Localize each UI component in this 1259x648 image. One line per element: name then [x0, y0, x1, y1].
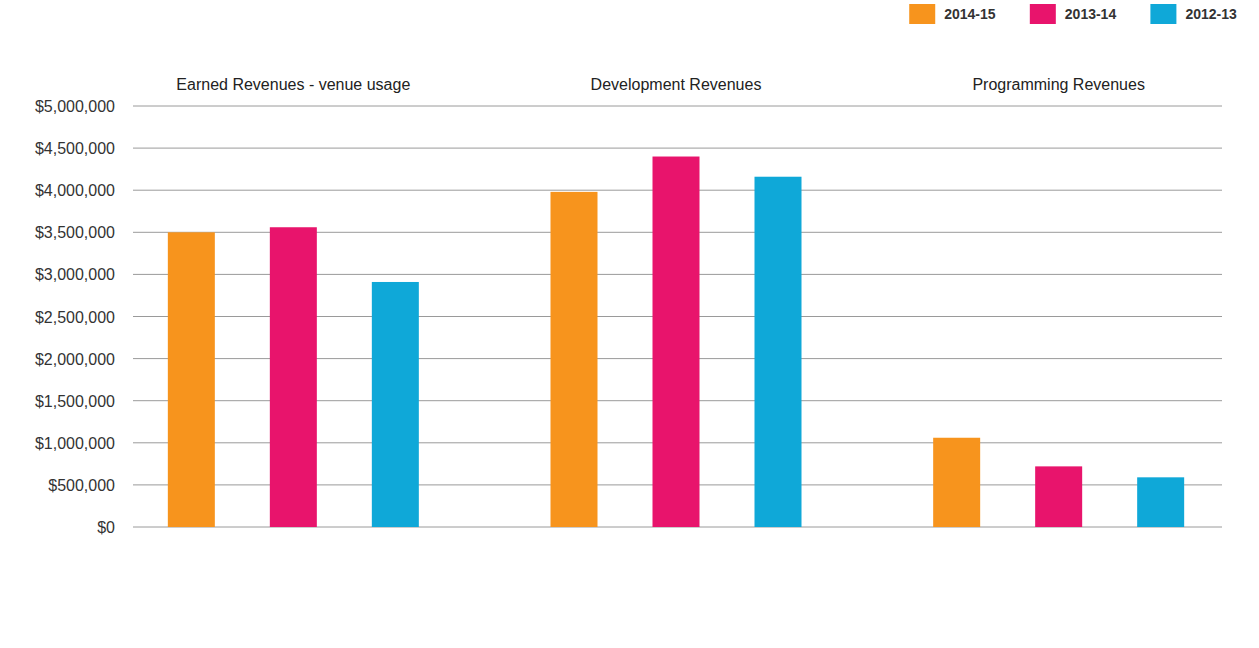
legend-label: 2012-13: [1185, 6, 1237, 22]
bar: [168, 232, 215, 527]
tick-label: $2,500,000: [35, 309, 115, 326]
tick-label: $4,500,000: [35, 140, 115, 157]
bar: [653, 157, 700, 527]
grid-line: [133, 106, 1222, 107]
category-label: Development Revenues: [591, 76, 762, 93]
tick-label: $3,000,000: [35, 266, 115, 283]
tick-label: $3,500,000: [35, 224, 115, 241]
tick-label: $0: [97, 519, 115, 536]
legend-item: 2012-13: [1150, 4, 1237, 24]
bar: [372, 282, 419, 527]
tick-label: $1,000,000: [35, 435, 115, 452]
legend: 2014-15 2013-14 2012-13: [909, 4, 1237, 24]
bar: [1137, 477, 1184, 527]
bar: [270, 227, 317, 527]
tick-label: $2,000,000: [35, 351, 115, 368]
bars: [168, 157, 1184, 527]
category-label: Programming Revenues: [972, 76, 1145, 93]
legend-swatch: [909, 4, 935, 24]
tick-label: $5,000,000: [35, 98, 115, 115]
legend-item: 2014-15: [909, 4, 996, 24]
legend-label: 2014-15: [944, 6, 996, 22]
bar: [755, 177, 802, 527]
category-label: Earned Revenues - venue usage: [176, 76, 410, 93]
tick-label: $1,500,000: [35, 393, 115, 410]
y-axis: $0 $500,000 $1,000,000 $1,500,000 $2,000,000…: [35, 98, 115, 536]
legend-swatch: [1150, 4, 1176, 24]
chart: $0 $500,000 $1,000,000 $1,500,000 $2,000,000…: [0, 0, 1259, 648]
bar: [933, 438, 980, 527]
tick-label: $500,000: [48, 477, 115, 494]
grid: [133, 106, 1222, 527]
legend-swatch: [1030, 4, 1056, 24]
legend-label: 2013-14: [1065, 6, 1117, 22]
bar: [551, 192, 598, 527]
tick-label: $4,000,000: [35, 182, 115, 199]
grid-line: [133, 148, 1222, 149]
legend-item: 2013-14: [1030, 4, 1117, 24]
bar: [1035, 466, 1082, 527]
